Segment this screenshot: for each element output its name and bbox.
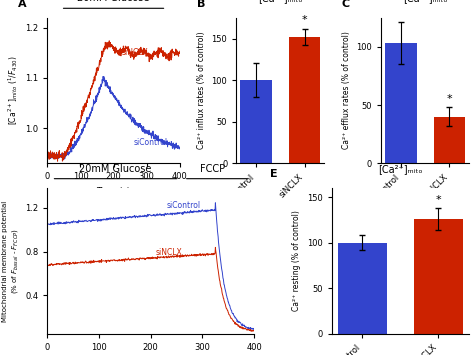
Text: 20mM Glucose: 20mM Glucose <box>80 164 152 174</box>
Text: *: * <box>436 196 441 206</box>
Text: FCCP: FCCP <box>200 164 225 174</box>
Text: *: * <box>302 15 308 25</box>
Bar <box>414 219 463 334</box>
Text: siNCLX: siNCLX <box>156 248 182 257</box>
Bar <box>385 43 417 163</box>
Bar <box>289 37 320 163</box>
Y-axis label: $[\mathrm{Ca}^{2+}]_{mito}$ ($^1/F_{430}$): $[\mathrm{Ca}^{2+}]_{mito}$ ($^1/F_{430}… <box>6 56 20 125</box>
Y-axis label: Ca²⁺ efflux rates (% of control): Ca²⁺ efflux rates (% of control) <box>342 32 351 149</box>
Text: B: B <box>197 0 205 9</box>
Text: siControl: siControl <box>166 201 201 210</box>
X-axis label: Time (s): Time (s) <box>97 187 130 196</box>
Bar <box>338 243 387 334</box>
Y-axis label: Mitochondrial membrane potential
(% of $F_{basal}$ - $F_{FCCP}$): Mitochondrial membrane potential (% of $… <box>2 200 19 322</box>
Text: [Ca²⁺]ₘᵢₜₒ: [Ca²⁺]ₘᵢₜₒ <box>378 164 423 174</box>
Bar <box>240 80 272 163</box>
Text: 20mM Glucose: 20mM Glucose <box>77 0 150 3</box>
Bar <box>434 117 465 163</box>
Text: E: E <box>270 169 277 179</box>
Text: *: * <box>447 94 452 104</box>
Text: A: A <box>18 0 27 9</box>
Text: [Ca²⁺]ₘᵢₜₒ: [Ca²⁺]ₘᵢₜₒ <box>403 0 447 3</box>
Text: siNCLX: siNCLX <box>122 48 148 58</box>
Text: [Ca²⁺]ₘᵢₜₒ: [Ca²⁺]ₘᵢₜₒ <box>258 0 303 3</box>
Y-axis label: Ca²⁺ influx rates (% of control): Ca²⁺ influx rates (% of control) <box>197 32 206 149</box>
Text: C: C <box>341 0 349 9</box>
Text: siControl: siControl <box>133 138 167 147</box>
Y-axis label: Ca²⁺ resting (% of control): Ca²⁺ resting (% of control) <box>292 211 301 311</box>
